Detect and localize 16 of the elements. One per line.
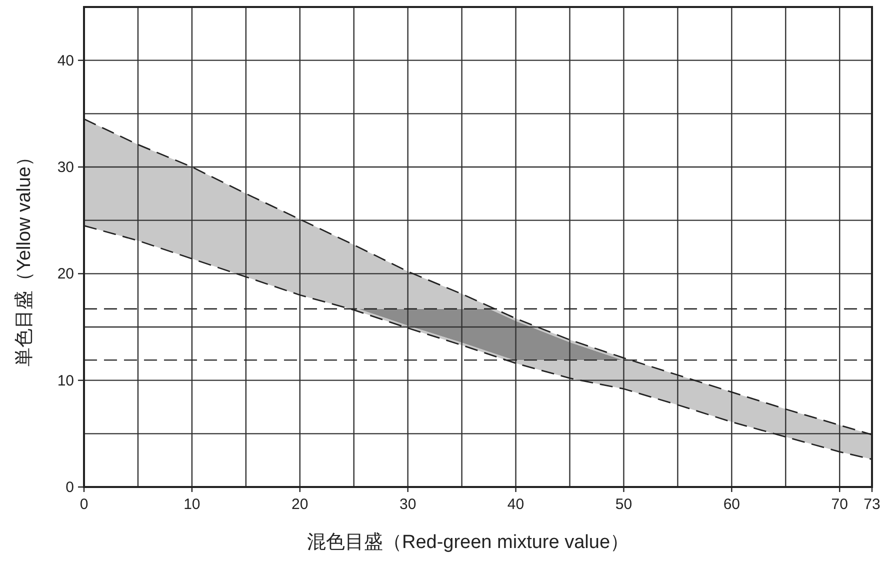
y-tick-label: 0	[66, 479, 74, 496]
x-tick-label: 30	[399, 496, 416, 513]
y-axis-title: 単色目盛（Yellow value）	[14, 148, 35, 366]
y-tick-label: 10	[57, 372, 74, 390]
y-tick-label: 20	[57, 266, 74, 283]
x-tick-label: 73	[864, 496, 880, 513]
x-tick-label: 70	[831, 496, 848, 513]
x-tick-label: 60	[723, 496, 740, 513]
y-tick-label: 40	[57, 52, 74, 70]
x-tick-label: 20	[292, 496, 308, 513]
x-axis-title: 混色目盛（Red-green mixture value）	[306, 532, 630, 553]
x-tick-label: 10	[184, 496, 200, 513]
x-tick-label: 0	[80, 496, 88, 513]
y-tick-label: 30	[57, 159, 74, 176]
x-tick-label: 40	[507, 496, 524, 513]
x-tick-label: 50	[615, 496, 632, 513]
